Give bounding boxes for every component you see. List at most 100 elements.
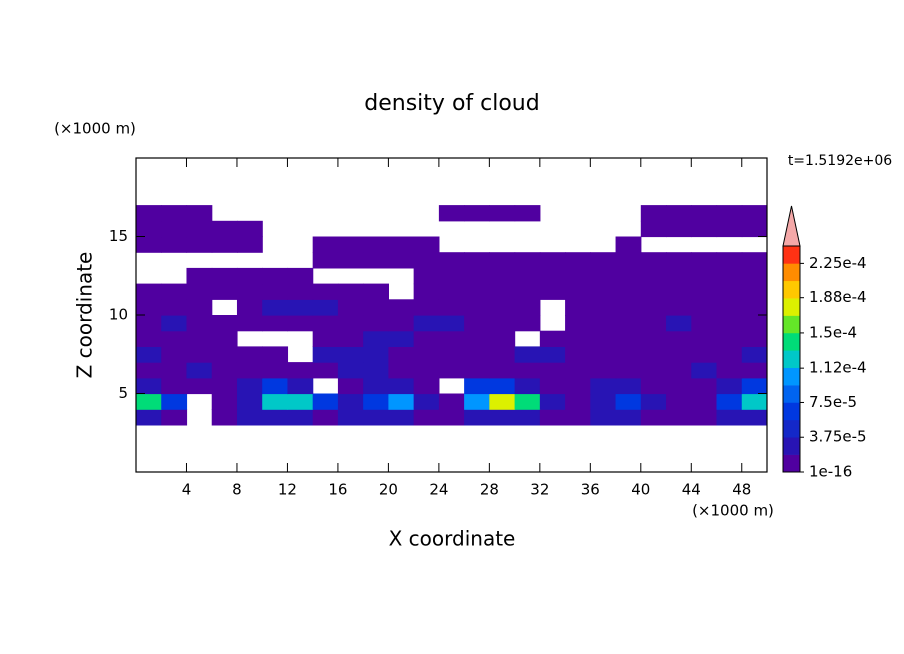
contour-cell: [211, 283, 238, 300]
contour-cell: [438, 283, 465, 300]
contour-cell: [615, 267, 642, 285]
contour-cell: [666, 377, 692, 395]
contour-cell: [590, 393, 617, 410]
contour-cell: [438, 409, 465, 426]
contour-cell: [691, 315, 718, 332]
contour-cell: [666, 267, 692, 285]
contour-cell: [741, 330, 767, 347]
contour-cell: [716, 267, 743, 285]
contour-cell: [565, 299, 591, 316]
contour-cell: [565, 346, 591, 363]
contour-cell: [388, 252, 415, 269]
contour-cell: [716, 409, 743, 426]
contour-cell: [489, 330, 516, 347]
contour-cell: [438, 330, 465, 347]
contour-cell: [716, 362, 743, 379]
contour-cell: [388, 346, 415, 363]
contour-cell: [413, 267, 440, 285]
contour-cell: [211, 315, 238, 332]
contour-cell: [186, 267, 213, 285]
contour-cell: [464, 252, 490, 269]
contour-cell: [489, 393, 516, 410]
contour-cell: [565, 252, 591, 269]
contour-cell: [388, 362, 415, 379]
contour-cell: [615, 362, 642, 379]
contour-cell: [312, 236, 339, 253]
contour-cell: [211, 346, 238, 363]
contour-cell: [211, 330, 238, 347]
contour-cell: [287, 299, 314, 316]
contour-cell: [161, 393, 188, 410]
contour-cell: [615, 393, 642, 410]
contour-cell: [640, 409, 667, 426]
contour-cell: [236, 236, 263, 253]
contour-cell: [363, 315, 389, 332]
contour-cell: [590, 409, 617, 426]
contour-cell: [211, 267, 238, 285]
contour-cell: [489, 346, 516, 363]
contour-cell: [363, 409, 389, 426]
contour-cell: [640, 205, 667, 222]
contour-cell: [136, 315, 162, 332]
contour-cell: [489, 299, 516, 316]
contour-cell: [464, 362, 490, 379]
y-tick-label: 10: [109, 306, 128, 324]
contour-cell: [413, 283, 440, 300]
contour-cell: [464, 377, 490, 395]
contour-cell: [262, 283, 289, 300]
contour-cell: [438, 362, 465, 379]
contour-cell: [615, 315, 642, 332]
x-tick-label: 4: [182, 481, 192, 499]
contour-cell: [489, 377, 516, 395]
x-tick-label: 28: [480, 481, 499, 499]
contour-cell: [287, 267, 314, 285]
contour-cell: [691, 346, 718, 363]
contour-cell: [136, 299, 162, 316]
contour-cell: [489, 362, 516, 379]
colorbar-band: [783, 280, 800, 299]
y-tick-label: 5: [118, 384, 128, 402]
contour-cell: [287, 283, 314, 300]
contour-cell: [489, 267, 516, 285]
contour-cell: [211, 393, 238, 410]
colorbar-tick-label: 3.75e-5: [809, 428, 867, 446]
contour-cell: [161, 205, 188, 222]
contour-cell: [161, 220, 188, 238]
contour-cell: [438, 252, 465, 269]
contour-cell: [640, 220, 667, 238]
contour-cell: [438, 205, 465, 222]
contour-cell: [388, 236, 415, 253]
contour-cell: [337, 330, 364, 347]
contour-cell: [388, 393, 415, 410]
contour-cell: [236, 409, 263, 426]
contour-cell: [413, 236, 440, 253]
x-tick-label: 8: [232, 481, 242, 499]
contour-cell: [236, 393, 263, 410]
contour-cell: [514, 252, 541, 269]
contour-cell: [413, 330, 440, 347]
contour-cell: [615, 330, 642, 347]
colorbar-tick-label: 2.25e-4: [809, 254, 867, 272]
contour-cell: [363, 252, 389, 269]
contour-cell: [489, 252, 516, 269]
contour-cell: [363, 346, 389, 363]
contour-cell: [666, 362, 692, 379]
contour-cell: [136, 330, 162, 347]
colorbar-frame: [782, 245, 801, 473]
contour-cell: [565, 267, 591, 285]
contour-cell: [337, 346, 364, 363]
contour-cell: [464, 267, 490, 285]
contour-cell: [514, 267, 541, 285]
contour-cell: [565, 362, 591, 379]
contour-cell: [186, 283, 213, 300]
colorbar-band: [783, 385, 800, 403]
contour-cell: [363, 377, 389, 395]
contour-cell: [741, 283, 767, 300]
contour-cell: [337, 409, 364, 426]
contour-cell: [236, 283, 263, 300]
contour-cell: [161, 330, 188, 347]
contour-cell: [590, 377, 617, 395]
contour-cell: [186, 377, 213, 395]
contour-cell: [287, 362, 314, 379]
